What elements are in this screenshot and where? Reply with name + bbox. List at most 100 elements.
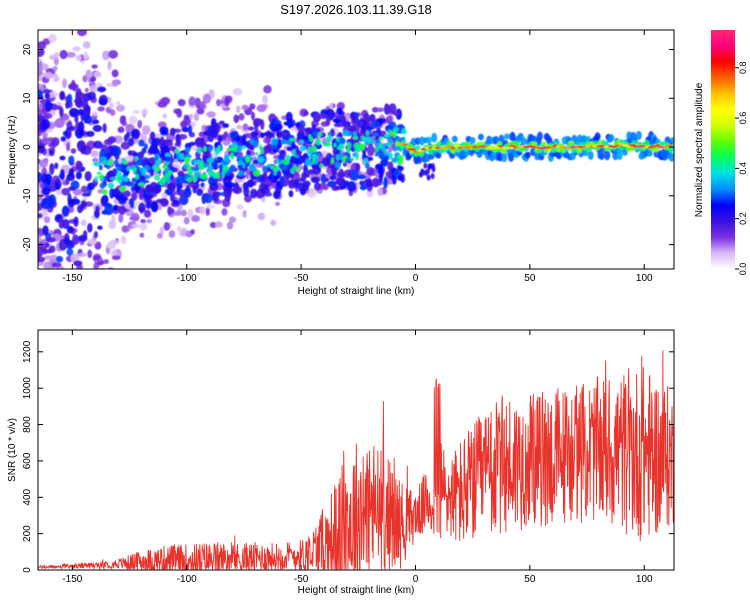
spectral-blob	[193, 172, 202, 178]
spectral-blob	[225, 178, 231, 183]
spectral-blob	[138, 207, 146, 212]
spectral-blob	[53, 105, 62, 110]
spectral-blob	[151, 137, 158, 150]
spectral-blob	[66, 172, 75, 182]
spectral-blob	[38, 142, 46, 154]
spectral-blob	[293, 164, 297, 170]
spectral-blob	[345, 158, 351, 163]
spectral-blob	[131, 223, 140, 228]
spectral-blob	[288, 190, 294, 198]
y-tick-label: -20	[22, 237, 33, 252]
spectral-blob	[139, 223, 148, 231]
spectral-blob	[133, 166, 137, 174]
spectral-blob	[310, 176, 321, 184]
spectral-blob	[38, 83, 45, 89]
spectral-blob	[274, 123, 283, 131]
spectral-blob	[59, 90, 65, 101]
spectral-blob	[52, 65, 58, 72]
spectral-blob	[313, 112, 321, 121]
spectral-blob	[385, 145, 389, 150]
spectral-blob	[193, 112, 200, 122]
spectral-blob	[253, 159, 259, 164]
spectral-blob	[38, 256, 46, 263]
spectral-blob	[291, 148, 296, 157]
spectral-blob	[155, 160, 159, 167]
spectral-blob	[331, 185, 340, 191]
spectral-blob	[119, 115, 126, 125]
spectral-blob	[152, 165, 157, 170]
spectral-blob	[183, 216, 190, 225]
spectral-blob	[246, 179, 255, 187]
spectral-blob	[277, 154, 285, 161]
spectral-blob	[139, 232, 145, 238]
spectral-blob	[217, 134, 223, 143]
spectral-blob	[237, 170, 245, 176]
spectral-blob	[226, 170, 231, 176]
spectral-blob	[112, 146, 122, 157]
spectral-blob	[308, 187, 316, 195]
spectral-blob	[98, 164, 103, 171]
spectral-blob	[197, 147, 203, 154]
spectral-blob	[75, 171, 82, 180]
spectral-blob	[103, 259, 109, 265]
spectral-blob	[49, 163, 55, 174]
colorbar-tick-label: 0.0	[738, 263, 748, 276]
spectral-blob	[202, 93, 212, 104]
spectral-blob	[143, 209, 152, 218]
spectral-blob	[48, 194, 57, 206]
spectral-blob	[497, 145, 504, 148]
spectral-blob	[184, 147, 191, 153]
spectral-blob	[497, 141, 503, 147]
spectral-blob	[311, 145, 317, 153]
spectral-blob	[87, 182, 96, 191]
spectral-blob	[253, 169, 261, 177]
spectral-blob	[68, 107, 79, 118]
spectral-blob	[106, 83, 114, 88]
spectral-blob	[38, 194, 42, 201]
y-tick-label: 20	[22, 44, 33, 56]
spectral-blob	[38, 281, 45, 291]
spectral-blob	[97, 86, 107, 93]
spectral-blob	[418, 136, 425, 146]
spectral-blob	[289, 173, 294, 179]
spectral-blob	[369, 113, 376, 123]
spectral-blob	[254, 152, 259, 156]
spectral-blob	[334, 162, 342, 169]
spectral-blob	[73, 260, 83, 267]
spectral-blob	[278, 149, 286, 156]
spectral-blob	[123, 134, 129, 142]
spectral-blob	[117, 194, 128, 205]
spectral-blob	[62, 130, 68, 137]
spectral-blob	[113, 159, 119, 165]
spectral-blob	[96, 260, 105, 266]
y-tick-label: 200	[22, 525, 33, 542]
spectral-blob	[169, 127, 176, 137]
spectral-blob	[190, 121, 196, 128]
spectral-blob	[197, 164, 205, 171]
snr-series-line	[38, 350, 674, 570]
spectral-blob	[129, 198, 135, 209]
spectral-blob	[176, 225, 182, 232]
spectral-blob	[116, 104, 125, 112]
spectral-blob	[350, 111, 356, 122]
spectral-blob	[283, 159, 290, 165]
spectral-blob	[187, 208, 194, 219]
spectral-blob	[55, 255, 64, 263]
spectral-blob	[420, 168, 425, 175]
spectral-blob	[582, 149, 589, 157]
spectral-blob	[504, 133, 510, 140]
spectral-blob	[324, 177, 330, 183]
spectral-blob	[377, 117, 387, 124]
spectral-blob	[96, 171, 102, 175]
spectral-blob	[49, 54, 57, 60]
colorbar-ticks: 0.0 0.2 0.4 0.6 0.8	[735, 61, 748, 275]
y-tick-label: -10	[22, 188, 33, 203]
spectral-blob	[104, 203, 114, 216]
spectral-blob	[260, 175, 267, 182]
spectral-blob	[328, 102, 334, 109]
spectral-blob	[388, 103, 397, 114]
spectral-blob	[302, 180, 311, 187]
spectral-blob	[38, 213, 43, 218]
spectral-blob	[199, 206, 206, 215]
